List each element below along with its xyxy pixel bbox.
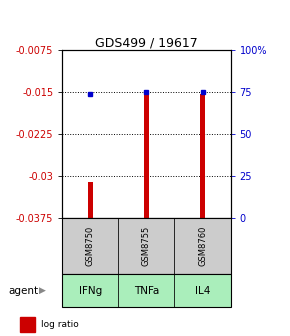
Text: ▶: ▶: [39, 286, 46, 295]
Bar: [144, 94, 149, 218]
Bar: [118, 218, 175, 274]
Bar: [62, 218, 118, 274]
Text: GSM8750: GSM8750: [86, 226, 95, 266]
Text: IFNg: IFNg: [79, 286, 102, 296]
Text: IL4: IL4: [195, 286, 210, 296]
Bar: [88, 182, 93, 218]
Bar: [118, 274, 175, 307]
Title: GDS499 / 19617: GDS499 / 19617: [95, 36, 198, 49]
Text: TNFa: TNFa: [134, 286, 159, 296]
Bar: [175, 218, 231, 274]
Bar: [200, 94, 205, 218]
Bar: [20, 317, 35, 332]
Bar: [62, 274, 118, 307]
Text: agent: agent: [9, 286, 39, 296]
Text: GSM8755: GSM8755: [142, 226, 151, 266]
Text: log ratio: log ratio: [41, 320, 79, 329]
Bar: [175, 274, 231, 307]
Text: GSM8760: GSM8760: [198, 226, 207, 266]
